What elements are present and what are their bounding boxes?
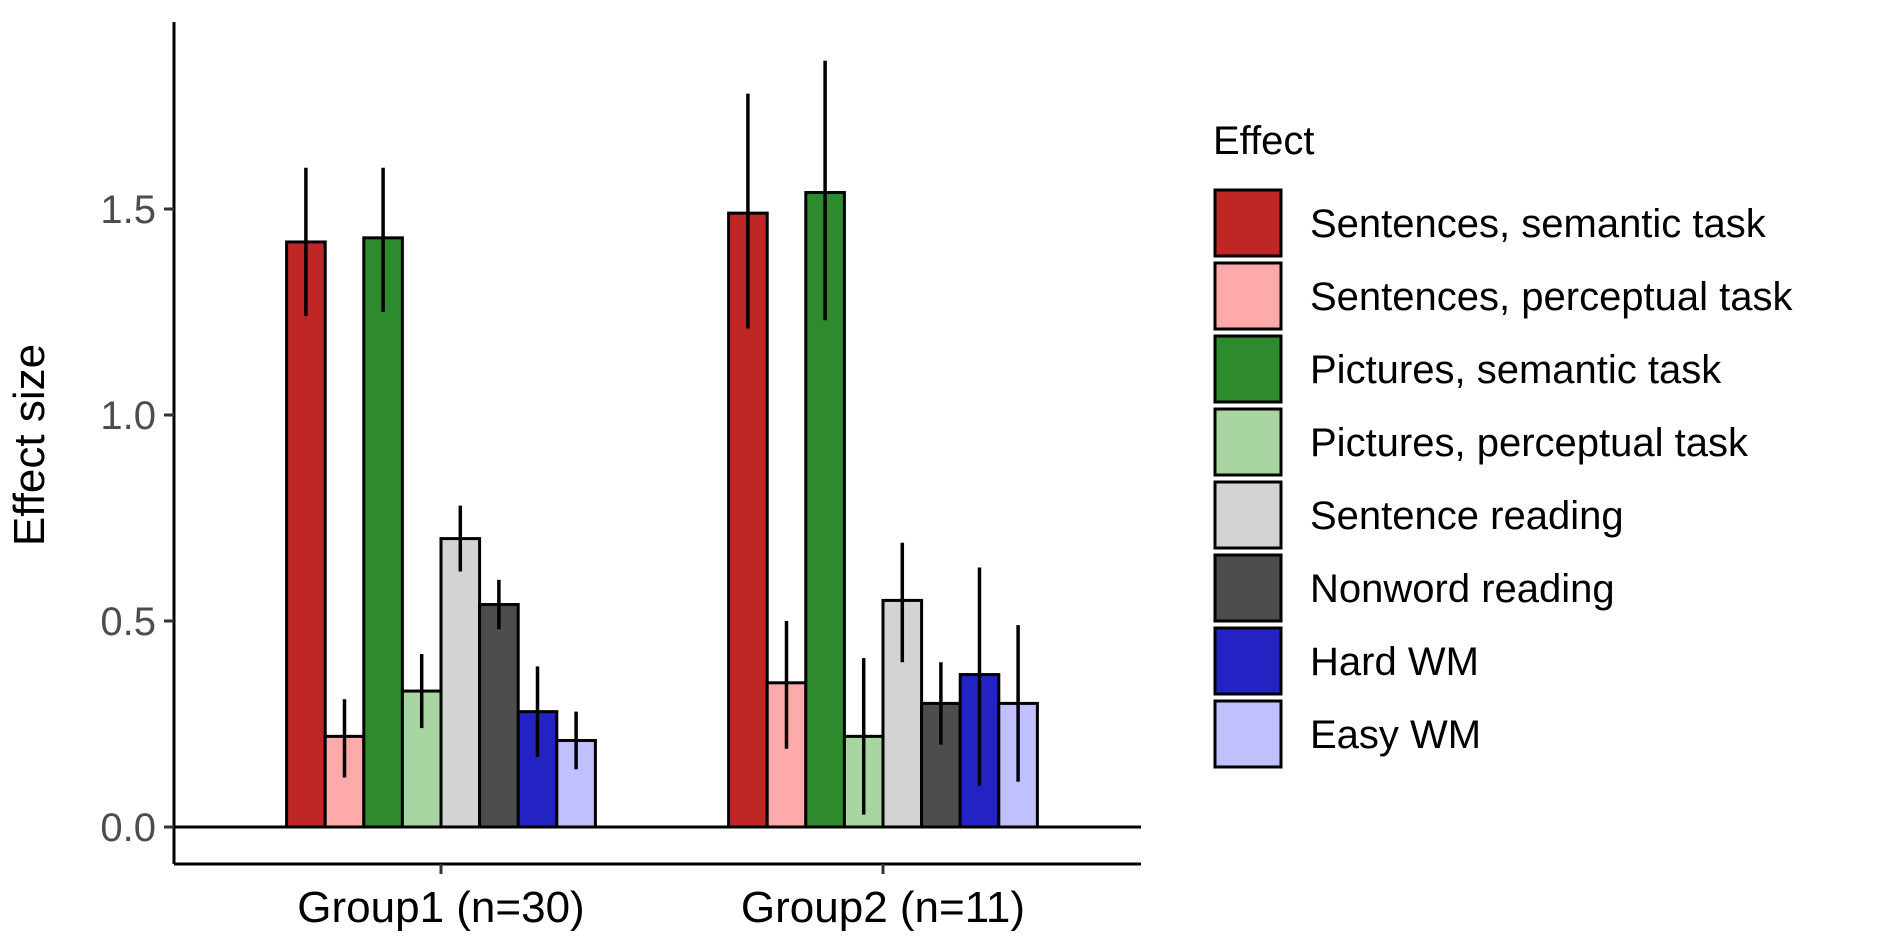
legend-key [1213,699,1283,769]
plot-area [174,60,1141,829]
legend-item: Sentence reading [1213,480,1624,550]
legend-label: Hard WM [1310,640,1479,684]
legend-label: Sentences, perceptual task [1310,275,1794,319]
legend-label: Nonword reading [1310,567,1615,611]
legend-label: Pictures, perceptual task [1310,421,1749,465]
legend-key [1213,188,1283,258]
legend-key [1213,261,1283,331]
bar [478,603,520,829]
x-axis: Group1 (n=30) Group2 (n=11) [174,862,1141,932]
legend-label: Sentences, semantic task [1310,202,1767,246]
y-tick-label: 1.0 [100,394,156,438]
legend-key [1213,407,1283,477]
y-axis: 0.0 0.5 1.0 1.5 [100,22,176,864]
legend: Effect Sentences, semantic task Sentences… [1213,119,1794,769]
legend-item: Sentences, perceptual task [1213,261,1794,331]
legend-key [1213,480,1283,550]
legend-label: Easy WM [1310,713,1481,757]
y-axis-title: Effect size [5,344,54,546]
y-tick-label: 0.0 [100,806,156,850]
bar [285,240,327,829]
legend-key [1213,334,1283,404]
legend-key [1213,553,1283,623]
bar [804,191,846,829]
legend-label: Pictures, semantic task [1310,348,1722,392]
legend-item: Nonword reading [1213,553,1615,623]
legend-item: Hard WM [1213,626,1479,696]
y-tick-label: 1.5 [100,188,156,232]
bar [439,537,482,829]
legend-label: Sentence reading [1310,494,1624,538]
x-tick-label: Group2 (n=11) [741,883,1025,932]
bar [362,236,404,829]
y-tick-label: 0.5 [100,600,156,644]
x-tick-label: Group1 (n=30) [297,883,584,932]
legend-item: Pictures, semantic task [1213,334,1722,404]
legend-item: Sentences, semantic task [1213,188,1767,258]
legend-item: Pictures, perceptual task [1213,407,1749,477]
legend-title: Effect [1213,119,1315,163]
legend-item: Easy WM [1213,699,1481,769]
legend-key [1213,626,1283,696]
